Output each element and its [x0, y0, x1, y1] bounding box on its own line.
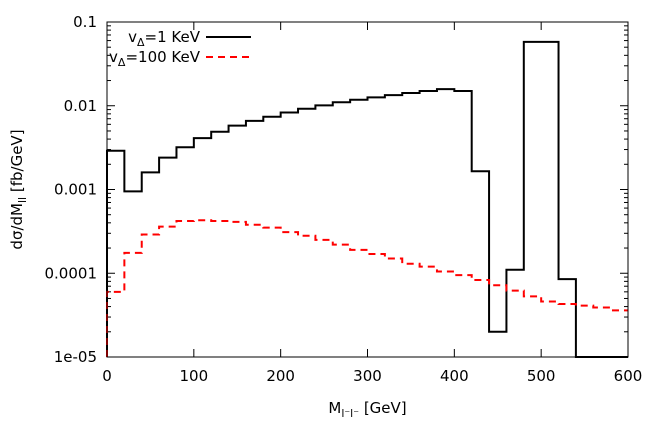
x-tick-label: 400 — [440, 367, 469, 385]
y-tick-label: 0.001 — [54, 181, 97, 199]
y-tick-label: 0.01 — [64, 97, 97, 115]
x-tick-label: 200 — [266, 367, 295, 385]
legend: vΔ=1 KeV vΔ=100 KeV — [109, 28, 251, 69]
y-tick-label: 1e-05 — [54, 348, 97, 366]
labels-layer: 0 100 200 300 400 500 600 1e-05 0.0001 0.001 0.01 0… — [45, 13, 643, 385]
x-axis-title: Ml⁻l⁻ [GeV] — [328, 399, 406, 420]
x-tick-label: 600 — [614, 367, 643, 385]
legend-label-series-1: vΔ=1 KeV — [128, 28, 201, 49]
plot-frame — [106, 21, 629, 358]
series-line-1 — [106, 40, 628, 358]
series-line-2 — [106, 219, 628, 357]
legend-label-series-2: vΔ=100 KeV — [109, 48, 201, 69]
y-axis-title: dσ/dMll [fb/GeV] — [8, 129, 29, 249]
legend-entry-series-2: vΔ=100 KeV — [109, 48, 251, 69]
x-tick-label: 0 — [102, 367, 112, 385]
legend-entry-series-1: vΔ=1 KeV — [128, 28, 251, 49]
y-tick-label: 0.1 — [73, 13, 97, 31]
y-tick-label: 0.0001 — [45, 264, 98, 282]
ticks-layer — [106, 21, 629, 358]
x-tick-label: 500 — [527, 367, 556, 385]
x-tick-label: 300 — [353, 367, 382, 385]
series-layer — [106, 40, 628, 358]
x-tick-label: 100 — [180, 367, 209, 385]
